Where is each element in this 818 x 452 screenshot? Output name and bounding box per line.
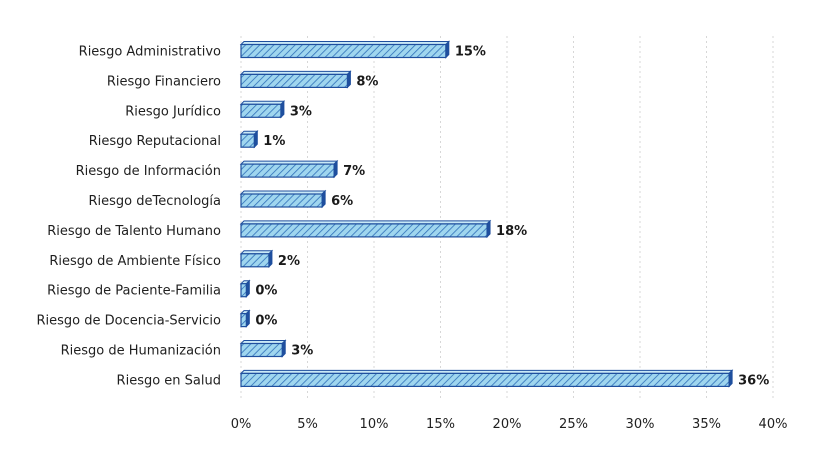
bar [239, 159, 339, 179]
data-label: 8% [356, 74, 378, 89]
data-label: 0% [255, 284, 277, 299]
bar-front-face [240, 253, 270, 268]
category-label: Riesgo de Ambiente Físico [49, 254, 221, 269]
bar [239, 40, 451, 59]
category-label: Riesgo deTecnología [89, 194, 221, 209]
category-label: Riesgo de Docencia-Servicio [36, 314, 221, 329]
data-labels: 15%8%3%1%7%6%18%2%0%0%3%36% [255, 45, 769, 389]
bar-front-face [240, 193, 323, 208]
x-tick-label: 35% [692, 417, 721, 432]
category-label: Riesgo Jurídico [125, 104, 221, 119]
gridlines [240, 36, 774, 400]
data-label: 6% [331, 194, 353, 209]
category-label: Riesgo Financiero [107, 74, 221, 89]
bar-front-face [240, 342, 283, 358]
category-label: Riesgo Administrativo [79, 45, 221, 60]
bar-front-face [240, 372, 730, 387]
x-tick-label: 40% [759, 417, 788, 432]
x-tick-label: 5% [297, 417, 318, 432]
bar [239, 100, 286, 119]
bar-front-face [240, 73, 349, 89]
bar-front-face [240, 43, 447, 59]
data-label: 0% [255, 314, 277, 329]
bar [239, 70, 352, 89]
category-label: Riesgo Reputacional [89, 134, 221, 149]
bars [239, 40, 734, 388]
category-label: Riesgo de Paciente-Familia [47, 284, 221, 299]
x-tick-label: 15% [426, 417, 455, 432]
bar-front-face [240, 223, 488, 238]
data-label: 3% [291, 344, 313, 359]
bar [239, 189, 327, 209]
bar-front-face [240, 163, 335, 178]
bar [239, 249, 274, 269]
data-label: 18% [496, 224, 527, 239]
bar-front-face [240, 103, 282, 118]
category-label: Riesgo de Humanización [61, 344, 221, 359]
bar [239, 369, 734, 388]
data-label: 3% [290, 104, 312, 119]
x-tick-label: 0% [231, 417, 252, 432]
bar [239, 219, 492, 239]
bar [239, 339, 287, 358]
data-label: 2% [278, 254, 300, 269]
bar-front-face [240, 313, 247, 328]
category-label: Riesgo de Talento Humano [47, 224, 221, 239]
bar [239, 129, 259, 149]
category-label: Riesgo de Información [76, 164, 221, 179]
x-axis-ticks: 0% 5% 10% 15% 20% 25% 30% 35% 40% [231, 417, 788, 432]
data-label: 7% [343, 164, 365, 179]
bar-front-face [240, 133, 255, 148]
x-tick-label: 30% [626, 417, 655, 432]
x-tick-label: 25% [559, 417, 588, 432]
data-label: 36% [738, 373, 769, 388]
bar [239, 279, 251, 298]
data-label: 15% [455, 45, 486, 60]
x-tick-label: 20% [493, 417, 522, 432]
category-label: Riesgo en Salud [117, 373, 221, 388]
bar [239, 309, 251, 328]
data-label: 1% [263, 134, 285, 149]
x-tick-label: 10% [360, 417, 389, 432]
category-labels: Riesgo Administrativo Riesgo Financiero Ri… [36, 45, 221, 389]
bar-front-face [240, 283, 247, 298]
